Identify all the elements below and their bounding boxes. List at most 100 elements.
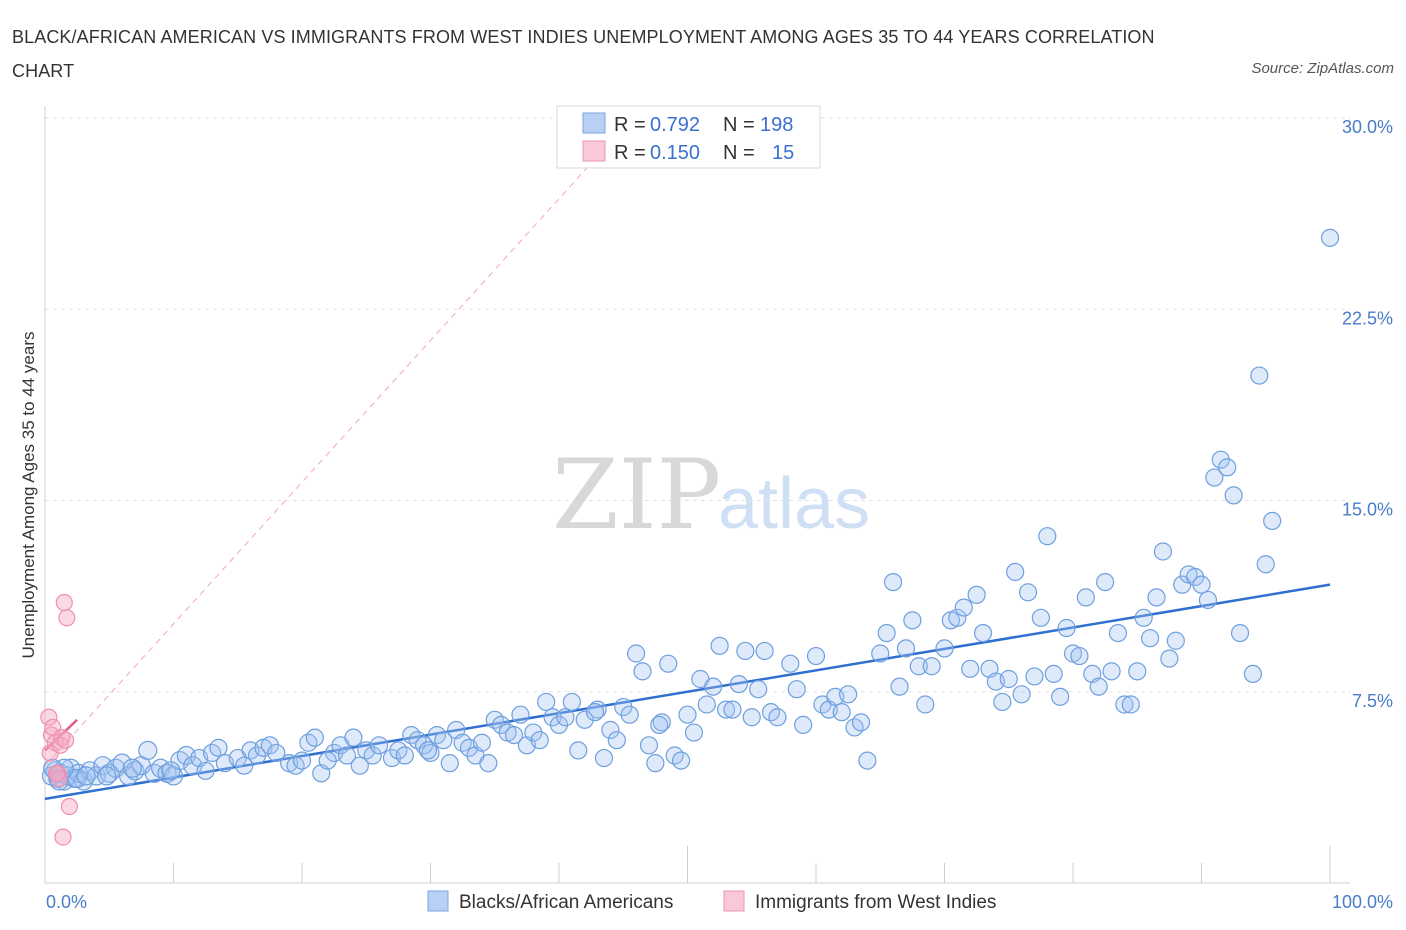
point-blue-195: [504, 725, 524, 745]
point-blue-129: [903, 611, 922, 630]
point-blue-178: [1224, 486, 1243, 505]
point-blue-17: [125, 761, 145, 781]
point-blue-102: [710, 636, 729, 655]
point-blue-152: [1057, 618, 1076, 638]
stats-legend: R = 0.792 N = 198 R = 0.150 N = 15: [556, 105, 821, 169]
point-blue-151: [1051, 687, 1070, 706]
point-blue-177: [1218, 458, 1237, 477]
point-blue-138: [967, 585, 986, 604]
axes: [44, 106, 1350, 884]
point-blue-51: [363, 746, 382, 765]
point-blue-122: [851, 713, 871, 732]
point-blue-149: [1038, 527, 1057, 546]
point-blue-115: [806, 646, 826, 666]
point-blue-133: [935, 639, 954, 658]
point-blue-159: [1102, 662, 1121, 681]
point-blue-101: [704, 677, 723, 696]
point-pink-14: [56, 731, 75, 749]
point-blue-98: [684, 723, 704, 742]
point-blue-174: [1198, 590, 1218, 610]
chart-source: Source: ZipAtlas.com: [1251, 60, 1394, 77]
point-blue-82: [575, 710, 594, 729]
point-blue-85: [601, 720, 620, 740]
point-blue-48: [344, 728, 363, 747]
point-blue-154: [1070, 646, 1089, 666]
point-blue-113: [787, 680, 806, 699]
legend-n-value-blue: 198: [760, 114, 793, 136]
point-blue-112: [781, 654, 800, 673]
point-blue-62: [440, 754, 459, 773]
point-pink-0: [40, 708, 58, 726]
legend-swatch-pink: [582, 140, 606, 162]
point-blue-19: [138, 740, 158, 761]
point-blue-94: [659, 654, 678, 673]
x-tick-label-0: 0.0%: [46, 892, 87, 912]
y-tick-label-3: 30.0%: [1342, 117, 1393, 137]
point-blue-197: [650, 715, 669, 735]
point-blue-184: [1320, 228, 1340, 247]
point-blue-86: [607, 731, 626, 750]
point-blue-105: [729, 674, 749, 694]
point-blue-179: [1230, 623, 1250, 643]
point-blue-38: [267, 743, 286, 763]
point-blue-127: [890, 677, 909, 696]
point-blue-192: [161, 761, 181, 781]
point-blue-106: [736, 641, 755, 661]
series-legend-swatch-pink: [723, 890, 745, 912]
point-blue-30: [209, 738, 228, 757]
point-blue-83: [588, 700, 607, 719]
series-legend-label-blue: Blacks/African Americans: [459, 892, 673, 913]
point-blue-136: [954, 598, 973, 617]
point-pink-12: [47, 764, 66, 782]
legend-n-value-pink: 15: [772, 142, 794, 164]
point-blue-164: [1134, 608, 1153, 627]
point-blue-91: [639, 736, 659, 755]
gridlines: [45, 117, 1350, 693]
legend-n-label-blue: N =: [723, 114, 755, 136]
series-legend: Blacks/African Americans Immigrants from…: [427, 890, 996, 913]
point-blue-143: [999, 669, 1018, 689]
point-blue-72: [511, 705, 530, 724]
y-axis-title: Unemployment Among Ages 35 to 44 years: [19, 332, 38, 659]
point-blue-114: [794, 715, 813, 735]
point-blue-158: [1096, 572, 1115, 592]
point-blue-28: [196, 761, 215, 780]
point-blue-120: [839, 685, 858, 704]
point-blue-107: [742, 708, 761, 727]
point-blue-137: [961, 659, 980, 678]
series-legend-swatch-blue: [427, 890, 449, 912]
point-blue-162: [1121, 695, 1140, 714]
point-blue-181: [1250, 366, 1269, 385]
point-blue-100: [697, 695, 716, 714]
point-blue-61: [434, 731, 453, 750]
point-blue-131: [916, 695, 935, 714]
reference-diagonal: [44, 155, 598, 767]
point-blue-109: [755, 641, 774, 661]
point-blue-128: [896, 639, 916, 658]
point-blue-144: [1006, 562, 1025, 582]
point-blue-96: [671, 751, 691, 770]
watermark: ZIP atlas: [552, 439, 870, 551]
point-blue-13: [99, 763, 119, 783]
point-blue-97: [678, 705, 697, 724]
point-blue-47: [337, 746, 357, 765]
point-blue-169: [1166, 631, 1185, 650]
legend-r-label-pink: R =: [614, 142, 646, 164]
point-blue-196: [585, 703, 605, 722]
point-blue-104: [723, 700, 742, 719]
y-tick-label-2: 22.5%: [1342, 308, 1393, 328]
point-blue-93: [652, 713, 671, 732]
point-blue-79: [556, 708, 575, 727]
legend-n-label-pink: N =: [723, 142, 755, 164]
point-blue-84: [594, 748, 614, 768]
point-blue-161: [1115, 695, 1134, 714]
point-blue-59: [421, 743, 440, 763]
y-tick-label-1: 15.0%: [1342, 500, 1393, 520]
point-blue-194: [418, 741, 438, 760]
point-blue-108: [749, 680, 768, 699]
point-blue-68: [479, 754, 498, 773]
point-blue-55: [395, 746, 414, 765]
point-blue-147: [1025, 667, 1044, 686]
point-blue-132: [922, 657, 941, 676]
point-blue-75: [530, 731, 549, 750]
